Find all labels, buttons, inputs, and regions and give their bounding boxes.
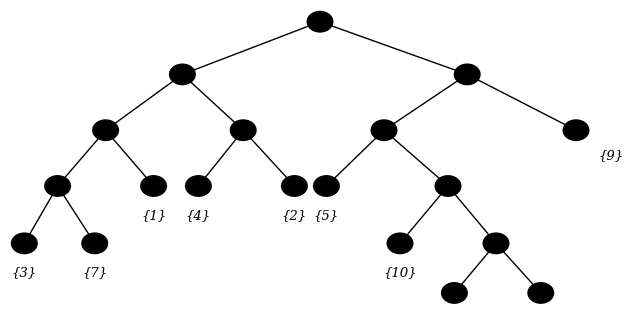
Ellipse shape [45,176,70,196]
Text: {10}: {10} [383,267,417,280]
Ellipse shape [282,176,307,196]
Ellipse shape [141,176,166,196]
Ellipse shape [82,233,108,254]
Text: {5}: {5} [314,209,339,222]
Text: {4}: {4} [186,209,211,222]
Text: {7}: {7} [82,267,108,280]
Ellipse shape [307,11,333,32]
Ellipse shape [442,283,467,303]
Text: {2}: {2} [282,209,307,222]
Ellipse shape [230,120,256,140]
Text: {9}: {9} [598,149,624,162]
Ellipse shape [170,64,195,85]
Ellipse shape [387,233,413,254]
Ellipse shape [528,283,554,303]
Ellipse shape [454,64,480,85]
Ellipse shape [435,176,461,196]
Ellipse shape [93,120,118,140]
Text: {3}: {3} [12,267,37,280]
Ellipse shape [186,176,211,196]
Ellipse shape [483,233,509,254]
Ellipse shape [12,233,37,254]
Ellipse shape [563,120,589,140]
Ellipse shape [371,120,397,140]
Ellipse shape [314,176,339,196]
Text: {1}: {1} [141,209,166,222]
